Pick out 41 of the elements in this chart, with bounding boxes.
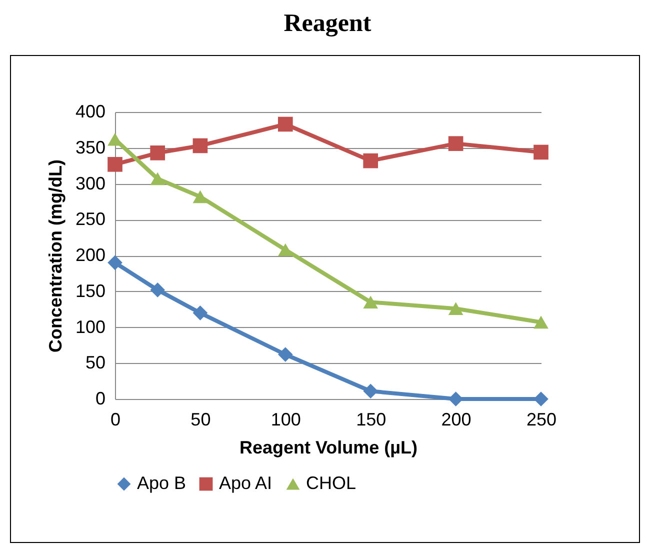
x-axis-title: Reagent Volume (µL) bbox=[239, 438, 418, 458]
x-tick-label: 250 bbox=[526, 410, 557, 430]
point bbox=[278, 347, 293, 362]
x-tick-label: 150 bbox=[356, 410, 386, 430]
point bbox=[150, 282, 166, 298]
x-tick-label: 50 bbox=[190, 410, 211, 430]
point bbox=[192, 138, 208, 154]
point bbox=[534, 144, 548, 160]
chart-title: Reagent bbox=[282, 10, 372, 39]
point bbox=[192, 190, 208, 204]
point bbox=[534, 392, 548, 406]
point bbox=[150, 145, 166, 160]
y-tick-label: 50 bbox=[85, 352, 106, 373]
y-tick-label: 150 bbox=[75, 280, 106, 301]
point bbox=[278, 116, 293, 132]
y-tick-label: 400 bbox=[75, 102, 106, 122]
point bbox=[534, 316, 548, 329]
point bbox=[278, 243, 293, 256]
y-tick-label: 300 bbox=[75, 173, 106, 194]
point bbox=[448, 136, 464, 151]
y-axis-title: Concentration (mg/dL) bbox=[45, 160, 66, 352]
point bbox=[363, 384, 378, 399]
point bbox=[363, 296, 378, 309]
legend-label: Apo B bbox=[137, 473, 186, 493]
y-tick-label: 200 bbox=[75, 245, 106, 265]
y-tick-label: 250 bbox=[75, 209, 106, 230]
point bbox=[448, 392, 464, 406]
y-tick-label: 350 bbox=[75, 137, 106, 158]
legend-label: CHOL bbox=[306, 473, 356, 493]
y-tick-label: 0 bbox=[95, 388, 106, 408]
point bbox=[108, 156, 122, 172]
x-tick-label: 200 bbox=[441, 410, 472, 430]
point bbox=[108, 255, 122, 270]
y-tick-label: 100 bbox=[75, 316, 106, 337]
point bbox=[363, 153, 378, 168]
x-tick-label: 0 bbox=[110, 410, 121, 430]
point bbox=[448, 302, 464, 316]
point bbox=[192, 305, 208, 320]
point bbox=[150, 172, 166, 186]
x-tick-label: 100 bbox=[270, 410, 301, 430]
legend-label: Apo AI bbox=[219, 473, 272, 493]
